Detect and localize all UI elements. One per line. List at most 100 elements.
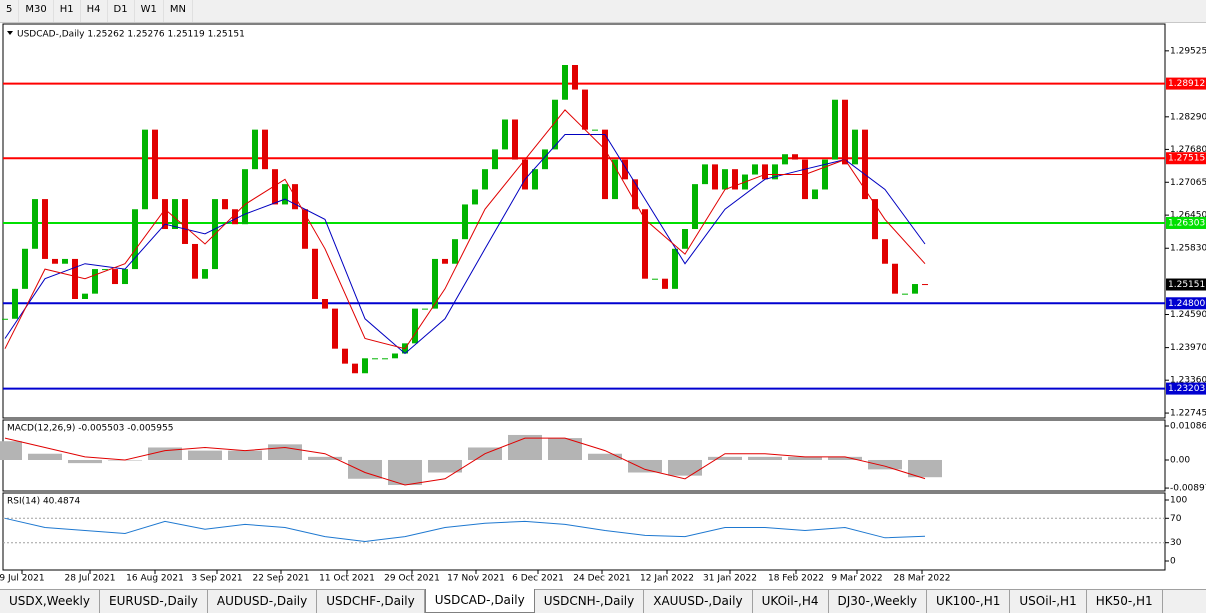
timeframe-button[interactable]: W1: [135, 0, 164, 22]
macd-bar: [748, 456, 782, 460]
candle: [662, 278, 668, 289]
candle: [312, 248, 318, 299]
candle: [372, 358, 378, 360]
chart-tabs: USDX,Weekly EURUSD-,Daily AUDUSD-,Daily USD…: [0, 589, 1206, 613]
candle: [852, 129, 858, 165]
candle: [82, 293, 88, 299]
candle: [132, 209, 138, 270]
chart-tab[interactable]: UK100-,H1: [927, 590, 1011, 613]
level-label: 1.23203: [1168, 384, 1205, 394]
chart-tab[interactable]: XAUUSD-,Daily: [644, 590, 753, 613]
y-tick-label: 0.00: [1170, 455, 1190, 465]
macd-bar: [188, 450, 222, 460]
candle: [452, 239, 458, 264]
ma-slow: [4, 134, 926, 355]
x-tick-label: 24 Dec 2021: [573, 574, 631, 584]
candle: [672, 248, 678, 289]
y-tick-label: 1.23360: [1170, 376, 1206, 386]
x-tick-label: 11 Oct 2021: [319, 574, 375, 584]
chart-header: USDCAD-,Daily 1.25262 1.25276 1.25119 1.…: [17, 30, 245, 40]
level-label-box: [1166, 77, 1206, 90]
macd-label: MACD(12,26,9) -0.005503 -0.005955: [7, 424, 173, 434]
candle: [32, 199, 38, 249]
candle: [62, 258, 68, 264]
candle: [92, 269, 98, 294]
candle: [232, 209, 238, 225]
candle: [412, 308, 418, 344]
candle: [562, 65, 568, 100]
candle: [192, 243, 198, 279]
chart-tab[interactable]: HK50-,H1: [1087, 590, 1163, 613]
level-label: 1.24800: [1168, 299, 1205, 309]
candle: [862, 129, 868, 200]
candle: [112, 269, 118, 285]
candle: [72, 258, 78, 299]
chart-tab[interactable]: UKOil-,H4: [753, 590, 829, 613]
y-tick-label: 100: [1170, 496, 1187, 506]
timeframe-button[interactable]: MN: [164, 0, 193, 22]
candle: [732, 169, 738, 190]
candle: [592, 129, 598, 131]
candle: [582, 89, 588, 130]
candle: [352, 363, 358, 374]
macd-bar: [268, 444, 302, 460]
candle: [842, 99, 848, 165]
candle: [42, 199, 48, 259]
chart-tab[interactable]: USDCHF-,Daily: [317, 590, 425, 613]
candle: [382, 358, 388, 360]
candle: [182, 199, 188, 244]
candle: [702, 164, 708, 185]
candle: [2, 318, 8, 320]
macd-bar: [428, 459, 462, 473]
candle: [882, 239, 888, 264]
candle: [912, 284, 918, 294]
x-tick-label: 6 Dec 2021: [512, 574, 564, 584]
macd-bar: [628, 459, 662, 473]
ma-fast: [4, 109, 926, 350]
macd-bar: [308, 456, 342, 460]
y-tick-label: 1.26450: [1170, 211, 1206, 221]
candle: [12, 288, 18, 319]
timeframe-button[interactable]: H4: [81, 0, 108, 22]
timeframe-button[interactable]: D1: [108, 0, 135, 22]
chart-tab[interactable]: USDCNH-,Daily: [535, 590, 645, 613]
candle: [622, 159, 628, 180]
candle: [242, 169, 248, 225]
y-tick-label: 70: [1170, 514, 1182, 524]
candle: [642, 209, 648, 279]
candle: [682, 229, 688, 249]
macd-bar: [228, 450, 262, 460]
chart-tab[interactable]: AUDUSD-,Daily: [208, 590, 318, 613]
y-tick-label: 1.27065: [1170, 178, 1206, 188]
macd-bar: [508, 434, 542, 460]
timeframe-button[interactable]: 5: [0, 0, 20, 22]
candle: [122, 269, 128, 285]
macd-signal: [4, 437, 926, 486]
chart-tab[interactable]: USDX,Weekly: [0, 590, 100, 613]
candle: [462, 204, 468, 240]
candle: [512, 119, 518, 160]
macd-bar: [708, 456, 742, 460]
y-tick-label: 0.010865: [1170, 421, 1206, 431]
chart-tab[interactable]: DJ30-,Weekly: [829, 590, 928, 613]
chart-tab[interactable]: USDCAD-,Daily: [424, 589, 535, 613]
candle: [632, 179, 638, 210]
y-tick-label: 1.24590: [1170, 310, 1206, 320]
chart-tab[interactable]: USOil-,H1: [1010, 590, 1087, 613]
chart: USDCAD-,Daily 1.25262 1.25276 1.25119 1.…: [0, 23, 1206, 584]
y-tick-label: 1.22745: [1170, 409, 1206, 419]
timeframe-button[interactable]: M30: [19, 0, 54, 22]
candle: [792, 154, 798, 160]
level-label: 1.26303: [1168, 218, 1205, 228]
macd-bar: [348, 459, 382, 479]
y-tick-label: 1.23970: [1170, 343, 1206, 353]
candle: [832, 99, 838, 160]
candle: [872, 199, 878, 240]
timeframe-button[interactable]: H1: [54, 0, 81, 22]
candle: [102, 269, 108, 271]
chart-tab[interactable]: EURUSD-,Daily: [100, 590, 208, 613]
candle: [902, 293, 908, 295]
macd-bar: [668, 459, 702, 476]
candle: [322, 299, 328, 309]
